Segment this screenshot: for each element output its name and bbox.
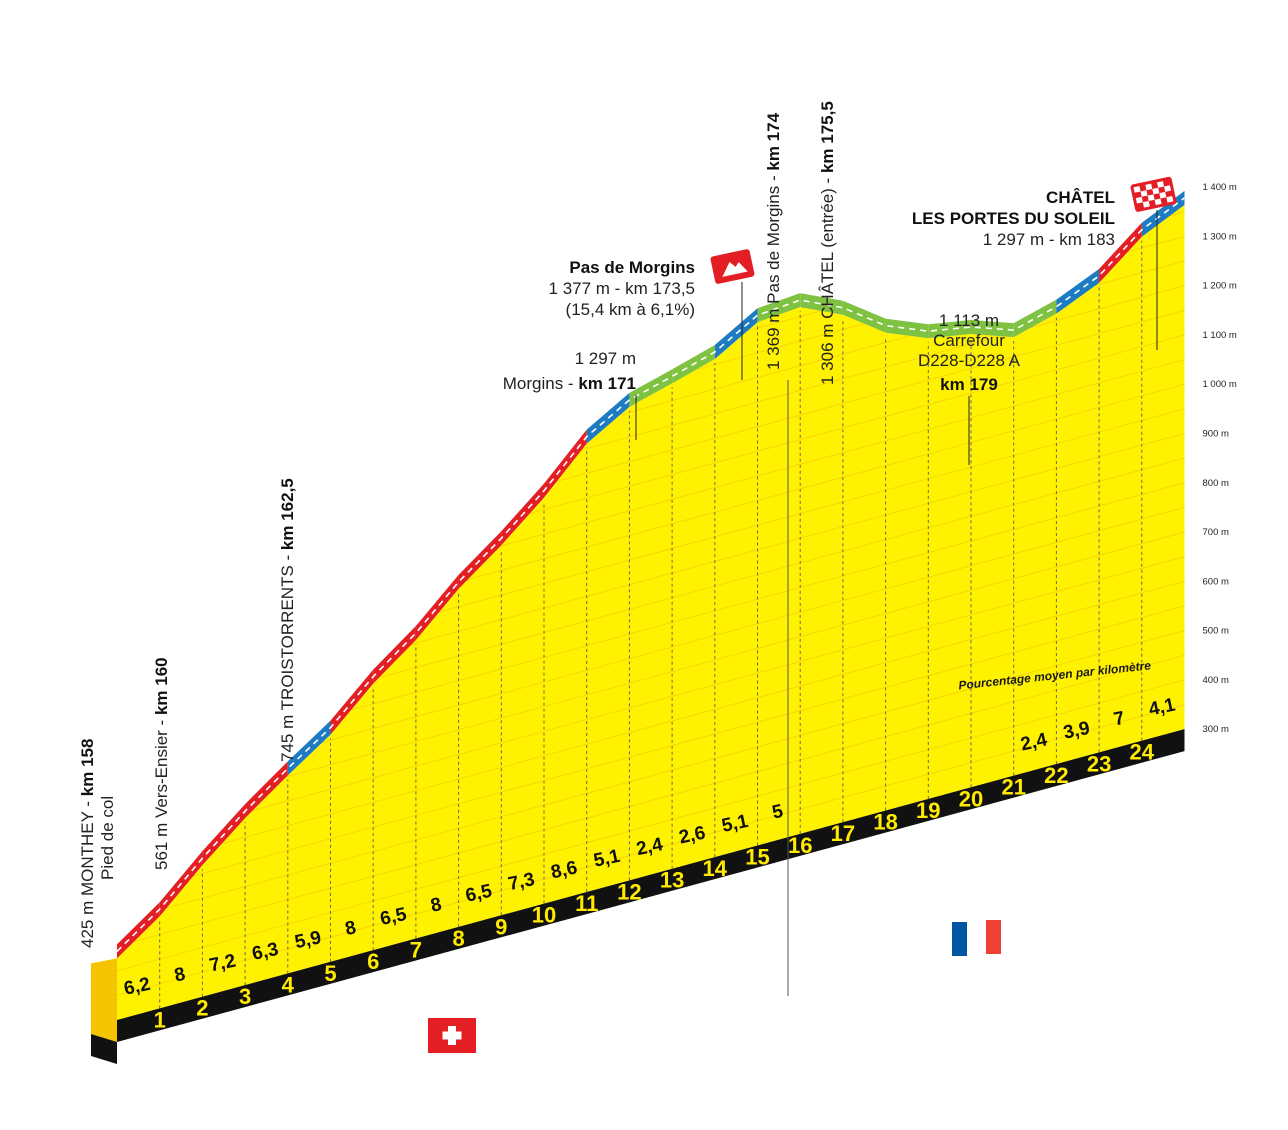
- y-tick-label: 1 100 m: [1203, 330, 1237, 341]
- grid-line-horizontal: [117, 679, 1185, 972]
- km-marker-23: 23: [1087, 751, 1111, 776]
- label-carrefour-road: D228-D228 A: [918, 351, 1021, 370]
- road-segment: [586, 392, 630, 444]
- profile-base-band: [117, 729, 1185, 1042]
- y-tick-label: 400 m: [1203, 675, 1229, 686]
- grid-line-horizontal: [117, 531, 1185, 824]
- label-finish-name2: LES PORTES DU SOLEIL: [912, 209, 1115, 228]
- road-segment: [757, 293, 801, 323]
- road-segment: [117, 902, 160, 959]
- km-marker-16: 16: [788, 833, 812, 858]
- label-pas-de-morgins-vertical: 1 369 m Pas de Morgins - km 174: [764, 112, 783, 370]
- road-segment: [1013, 299, 1057, 338]
- gradient-label: 5: [770, 801, 785, 824]
- km-marker-10: 10: [532, 903, 556, 928]
- y-tick-label: 700 m: [1203, 527, 1229, 538]
- road-segment: [1099, 222, 1142, 283]
- grid-line-horizontal: [117, 605, 1185, 898]
- km-marker-3: 3: [239, 984, 251, 1009]
- km-marker-22: 22: [1044, 763, 1068, 788]
- label-morgins: Morgins - km 171: [503, 374, 636, 393]
- km-marker-18: 18: [873, 810, 897, 835]
- road-segment: [373, 625, 416, 684]
- road-segment: [885, 318, 929, 339]
- km-marker-20: 20: [959, 786, 983, 811]
- grid-line-horizontal: [117, 654, 1185, 947]
- y-tick-label: 600 m: [1203, 576, 1229, 587]
- km-marker-12: 12: [617, 879, 641, 904]
- label-monthey: 425 m MONTHEY - km 158: [78, 739, 97, 948]
- y-tick-label: 900 m: [1203, 428, 1229, 439]
- km-marker-9: 9: [495, 914, 507, 939]
- km-marker-11: 11: [575, 891, 598, 916]
- gradient-label: 8: [343, 917, 358, 940]
- label-troistorrents: 745 m TROISTORRENTS - km 162,5: [278, 478, 297, 762]
- grid-line-horizontal: [117, 630, 1185, 922]
- km-marker-2: 2: [196, 996, 208, 1021]
- profile-area: [117, 204, 1185, 1020]
- km-marker-13: 13: [660, 868, 684, 893]
- km-marker-8: 8: [452, 926, 464, 951]
- y-tick-label: 1 400 m: [1203, 182, 1237, 193]
- y-tick-label: 500 m: [1203, 626, 1229, 637]
- km-marker-4: 4: [282, 972, 295, 997]
- finish-flag-icon: [1130, 176, 1177, 212]
- y-tick-label: 800 m: [1203, 478, 1229, 489]
- switzerland-flag-icon: [428, 1018, 476, 1053]
- profile-front-face: [91, 958, 117, 1042]
- gradient-label: 7: [1112, 708, 1127, 731]
- y-tick-label: 1 200 m: [1203, 281, 1237, 292]
- km-marker-5: 5: [324, 961, 336, 986]
- profile-base-layer: 1 2 3 4 5 6 7 8 9 10 11 12 13 14 15 16 17 18 19 20 21 22 23 24: [117, 729, 1185, 1042]
- label-monthey-sub: Pied de col: [98, 796, 117, 880]
- gradient-label: 8: [173, 964, 188, 987]
- label-carrefour-name: Carrefour: [933, 331, 1005, 350]
- france-flag-icon: [952, 920, 1001, 956]
- y-tick-label: 300 m: [1203, 724, 1229, 735]
- grid-line-horizontal: [117, 580, 1185, 873]
- profile-front-base: [91, 1034, 117, 1064]
- road-segment: [971, 320, 1014, 338]
- km-marker-14: 14: [703, 856, 728, 881]
- label-pas-de-morgins: Pas de Morgins: [569, 258, 695, 277]
- km-marker-19: 19: [916, 798, 940, 823]
- profile-fill-layer: [91, 204, 1185, 1064]
- km-marker-17: 17: [831, 821, 855, 846]
- label-pas-de-morgins-detail: 1 377 m - km 173,5: [549, 279, 695, 298]
- label-chatel-entree: 1 306 m CHÂTEL (entrée) - km 175,5: [818, 101, 837, 385]
- km-marker-7: 7: [410, 938, 422, 963]
- y-axis-ticks: 300 m 400 m 500 m 600 m 700 m 800 m 900 m 1 000…: [1203, 182, 1237, 735]
- road-segment: [800, 293, 843, 315]
- road-segment: [928, 320, 971, 339]
- label-finish-detail: 1 297 m - km 183: [983, 230, 1115, 249]
- label-finish-name1: CHÂTEL: [1046, 188, 1115, 207]
- km-marker-21: 21: [1001, 775, 1025, 800]
- y-tick-label: 1 000 m: [1203, 379, 1237, 390]
- road-segment: [629, 369, 673, 407]
- mountain-flag-icon: [710, 249, 755, 284]
- label-vers-ensier: 561 m Vers-Ensier - km 160: [152, 657, 171, 870]
- label-carrefour-km: km 179: [940, 375, 998, 394]
- label-carrefour-alt: 1 113 m: [939, 311, 999, 330]
- gradient-label: 8: [429, 894, 444, 917]
- km-marker-1: 1: [154, 1007, 166, 1032]
- label-pas-de-morgins-climb: (15,4 km à 6,1%): [566, 300, 695, 319]
- label-morgins-alt: 1 297 m: [575, 349, 636, 368]
- grid-line-horizontal: [117, 704, 1185, 996]
- road-segment: [842, 300, 886, 333]
- km-marker-15: 15: [745, 844, 769, 869]
- y-tick-label: 1 300 m: [1203, 231, 1237, 242]
- km-marker-24: 24: [1130, 740, 1155, 765]
- road-segment: [415, 574, 459, 640]
- flags-layer: [428, 176, 1177, 1053]
- road-segment: [458, 531, 502, 589]
- km-marker-6: 6: [367, 949, 379, 974]
- grid-line-horizontal: [117, 556, 1185, 848]
